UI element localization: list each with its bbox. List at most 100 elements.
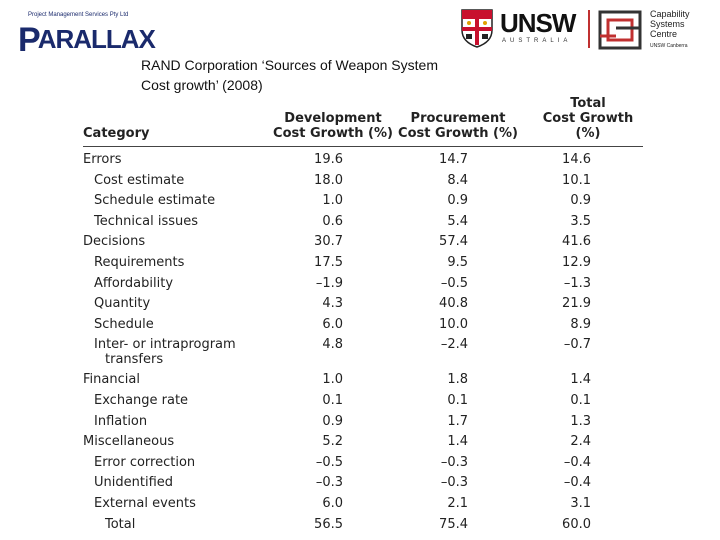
row-category: Unidentified: [94, 475, 174, 491]
row-total: 21.9: [562, 296, 591, 312]
table-row: Quantity 4.3 40.8 21.9: [83, 296, 643, 317]
row-dev: 30.7: [314, 234, 343, 250]
header-line: Cost Growth (%): [273, 126, 393, 141]
table-row: Schedule estimate 1.0 0.9 0.9: [83, 193, 643, 214]
row-proc: 5.4: [447, 213, 468, 229]
row-total: 41.6: [562, 234, 591, 250]
table-row: External events 6.0 2.1 3.1: [83, 496, 643, 517]
row-category: Errors: [83, 152, 122, 167]
row-total: 2.4: [570, 434, 591, 450]
row-total: –0.4: [563, 454, 591, 470]
header-line: (%): [575, 126, 601, 141]
row-dev: 6.0: [322, 316, 343, 332]
row-dev: –0.5: [315, 454, 343, 470]
row-total: 14.6: [562, 152, 591, 167]
header-category: Category: [83, 126, 150, 141]
csc-mark-icon: [598, 10, 642, 50]
row-proc: 57.4: [439, 234, 468, 250]
row-dev: –0.3: [315, 475, 343, 491]
row-total: –0.7: [563, 337, 591, 353]
row-proc: 1.7: [447, 413, 468, 429]
row-proc: 10.0: [439, 316, 468, 332]
row-dev: –1.9: [315, 275, 343, 291]
row-proc: 2.1: [447, 495, 468, 511]
parallax-tagline: Project Management Services Pty Ltd: [28, 12, 129, 18]
row-total: 1.4: [570, 372, 591, 388]
table-row: Schedule 6.0 10.0 8.9: [83, 317, 643, 338]
parallax-initial: P: [18, 21, 41, 59]
row-dev: 5.2: [322, 434, 343, 450]
table-row: Errors 19.6 14.7 14.6: [83, 152, 643, 173]
row-dev: 1.0: [322, 193, 343, 209]
slide-title: RAND Corporation ‘Sources of Weapon Syst…: [141, 55, 438, 95]
table-row: Cost estimate 18.0 8.4 10.1: [83, 173, 643, 194]
row-category: Exchange rate: [94, 392, 189, 408]
csc-name: Capability Systems Centre: [650, 9, 690, 39]
row-dev: 0.6: [322, 213, 343, 229]
csc-name-line: Centre: [650, 29, 678, 39]
unsw-logo-block: UNSW AUSTRALIA Capability Systems Centre…: [460, 6, 715, 52]
table-header: Category Development Cost Growth (%) Pro…: [83, 94, 643, 147]
row-category-line: transfers: [105, 352, 164, 368]
logo-divider: [588, 10, 590, 48]
row-category-line: Inter- or intraprogram: [94, 337, 236, 353]
row-total: 0.1: [570, 392, 591, 408]
row-total: 8.9: [570, 316, 591, 332]
cost-growth-table: Category Development Cost Growth (%) Pro…: [83, 94, 643, 537]
row-dev: 17.5: [314, 254, 343, 270]
table-row: Technical issues 0.6 5.4 3.5: [83, 214, 643, 235]
header-line: Cost Growth: [542, 111, 634, 126]
row-dev: 4.8: [322, 337, 343, 353]
row-proc: 75.4: [439, 516, 468, 532]
header-line: Procurement: [410, 111, 506, 126]
row-proc: 1.8: [447, 372, 468, 388]
row-dev: 0.1: [322, 392, 343, 408]
row-proc: –0.5: [440, 275, 468, 291]
row-total: 12.9: [562, 254, 591, 270]
csc-name-line: Capability: [650, 9, 690, 19]
row-proc: 9.5: [447, 254, 468, 270]
row-category: Decisions: [83, 234, 146, 250]
title-line: RAND Corporation ‘Sources of Weapon Syst…: [141, 57, 438, 73]
row-proc: 1.4: [447, 434, 468, 450]
title-line: Cost growth’ (2008): [141, 77, 263, 93]
row-dev: 56.5: [314, 516, 343, 532]
table-row: Affordability –1.9 –0.5 –1.3: [83, 276, 643, 297]
row-category: External events: [94, 495, 196, 511]
header-procurement: Procurement Cost Growth (%): [398, 111, 518, 141]
row-category: Technical issues: [94, 213, 198, 229]
row-proc: 0.1: [447, 392, 468, 408]
row-category: Cost estimate: [94, 172, 185, 188]
row-total: –1.3: [563, 275, 591, 291]
unsw-name: UNSW: [500, 8, 576, 38]
row-category: Miscellaneous: [83, 434, 175, 450]
table-row: Miscellaneous 5.2 1.4 2.4: [83, 434, 643, 455]
row-category: Inflation: [94, 413, 148, 429]
parallax-name: ARALLAX: [37, 24, 156, 54]
row-proc: –0.3: [440, 454, 468, 470]
csc-name-line: Systems: [650, 19, 685, 29]
row-category: Quantity: [94, 296, 151, 312]
row-total: 3.1: [570, 495, 591, 511]
row-total: 10.1: [562, 172, 591, 188]
row-dev: 0.9: [322, 413, 343, 429]
row-category: Inter- or intraprogram transfers: [94, 337, 236, 367]
header-development: Development Cost Growth (%): [273, 111, 393, 141]
header-line: Total: [570, 96, 606, 111]
row-proc: 8.4: [447, 172, 468, 188]
row-proc: –0.3: [440, 475, 468, 491]
table-row: Decisions 30.7 57.4 41.6: [83, 234, 643, 255]
unsw-crest-icon: [461, 9, 493, 48]
table-body: Errors 19.6 14.7 14.6 Cost estimate 18.0…: [83, 152, 643, 537]
row-category: Financial: [83, 372, 140, 388]
table-row: Inflation 0.9 1.7 1.3: [83, 414, 643, 435]
row-proc: 0.9: [447, 193, 468, 209]
row-dev: 1.0: [322, 372, 343, 388]
row-category: Requirements: [94, 254, 185, 270]
row-total: 1.3: [570, 413, 591, 429]
row-dev: 19.6: [314, 152, 343, 167]
row-dev: 6.0: [322, 495, 343, 511]
unsw-sub: AUSTRALIA: [502, 38, 572, 44]
parallax-logo: Project Management Services Pty Ltd PARA…: [12, 6, 172, 59]
row-category: Affordability: [94, 275, 174, 291]
